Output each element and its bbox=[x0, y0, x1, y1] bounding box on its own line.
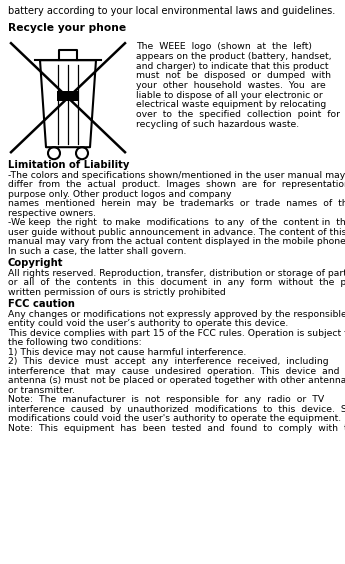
Text: Recycle your phone: Recycle your phone bbox=[8, 23, 126, 33]
Text: interference  caused  by  unauthorized  modifications  to  this  device.  Such: interference caused by unauthorized modi… bbox=[8, 404, 345, 413]
Text: or transmitter.: or transmitter. bbox=[8, 386, 75, 395]
Text: battery according to your local environmental laws and guidelines.: battery according to your local environm… bbox=[8, 6, 335, 16]
Text: FCC caution: FCC caution bbox=[8, 299, 75, 309]
Text: 1) This device may not cause harmful interference.: 1) This device may not cause harmful int… bbox=[8, 347, 246, 356]
Text: user guide without public announcement in advance. The content of this: user guide without public announcement i… bbox=[8, 228, 345, 237]
Text: Note:  This  equipment  has  been  tested  and  found  to  comply  with  the: Note: This equipment has been tested and… bbox=[8, 424, 345, 433]
Text: your  other  household  wastes.  You  are: your other household wastes. You are bbox=[136, 81, 326, 90]
Text: over  to  the  specified  collection  point  for: over to the specified collection point f… bbox=[136, 110, 340, 119]
Text: interference  that  may  cause  undesired  operation.  This  device  and  its: interference that may cause undesired op… bbox=[8, 367, 345, 376]
Text: respective owners.: respective owners. bbox=[8, 209, 96, 218]
Text: written permission of ours is strictly prohibited: written permission of ours is strictly p… bbox=[8, 288, 226, 297]
Text: Note:  The  manufacturer  is  not  responsible  for  any  radio  or  TV: Note: The manufacturer is not responsibl… bbox=[8, 395, 324, 404]
Text: purpose only. Other product logos and company: purpose only. Other product logos and co… bbox=[8, 190, 231, 199]
Text: -The colors and specifications shown/mentioned in the user manual may: -The colors and specifications shown/men… bbox=[8, 171, 345, 180]
Text: electrical waste equipment by relocating: electrical waste equipment by relocating bbox=[136, 100, 326, 109]
Text: must  not  be  disposed  or  dumped  with: must not be disposed or dumped with bbox=[136, 71, 331, 80]
Text: liable to dispose of all your electronic or: liable to dispose of all your electronic… bbox=[136, 91, 323, 100]
Text: differ  from  the  actual  product.  Images  shown  are  for  representation: differ from the actual product. Images s… bbox=[8, 180, 345, 189]
Text: Any changes or modifications not expressly approved by the responsible: Any changes or modifications not express… bbox=[8, 310, 345, 319]
Text: The  WEEE  logo  (shown  at  the  left): The WEEE logo (shown at the left) bbox=[136, 42, 312, 51]
Text: In such a case, the latter shall govern.: In such a case, the latter shall govern. bbox=[8, 246, 186, 255]
Text: antenna (s) must not be placed or operated together with other antenna: antenna (s) must not be placed or operat… bbox=[8, 376, 345, 385]
Text: This device complies with part 15 of the FCC rules. Operation is subject to: This device complies with part 15 of the… bbox=[8, 329, 345, 337]
Text: and charger) to indicate that this product: and charger) to indicate that this produ… bbox=[136, 61, 328, 70]
Text: Limitation of Liability: Limitation of Liability bbox=[8, 160, 129, 170]
Text: All rights reserved. Reproduction, transfer, distribution or storage of part: All rights reserved. Reproduction, trans… bbox=[8, 268, 345, 277]
Text: manual may vary from the actual content displayed in the mobile phone.: manual may vary from the actual content … bbox=[8, 237, 345, 246]
Text: names  mentioned  herein  may  be  trademarks  or  trade  names  of  their: names mentioned herein may be trademarks… bbox=[8, 199, 345, 208]
Text: 2)  This  device  must  accept  any  interference  received,  including: 2) This device must accept any interfere… bbox=[8, 357, 329, 366]
Text: Copyright: Copyright bbox=[8, 258, 63, 268]
Text: entity could void the user’s authority to operate this device.: entity could void the user’s authority t… bbox=[8, 319, 288, 328]
Text: modifications could void the user's authority to operate the equipment.: modifications could void the user's auth… bbox=[8, 414, 341, 423]
Text: the following two conditions:: the following two conditions: bbox=[8, 338, 142, 347]
Text: recycling of such hazardous waste.: recycling of such hazardous waste. bbox=[136, 120, 299, 129]
Text: -We keep  the right  to make  modifications  to any  of the  content in  this: -We keep the right to make modifications… bbox=[8, 218, 345, 227]
Bar bbox=[57, 91, 79, 100]
Text: or  all  of  the  contents  in  this  document  in  any  form  without  the  pri: or all of the contents in this document … bbox=[8, 278, 345, 287]
Text: appears on the product (battery, handset,: appears on the product (battery, handset… bbox=[136, 52, 332, 61]
